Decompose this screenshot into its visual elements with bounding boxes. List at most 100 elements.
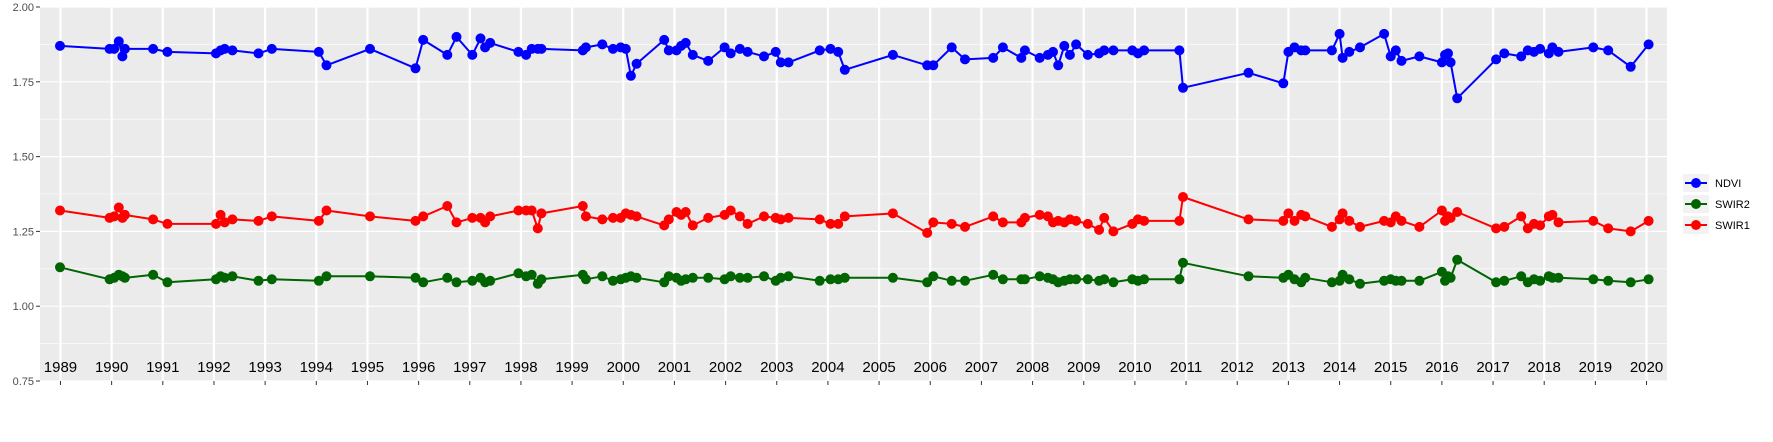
data-point (1516, 271, 1527, 282)
year-label: 2013 (1272, 359, 1305, 376)
data-point (410, 272, 421, 283)
data-point (928, 217, 939, 228)
year-label: 2011 (1170, 359, 1202, 376)
data-point (597, 271, 608, 282)
data-point (1243, 271, 1254, 282)
data-point (734, 211, 745, 222)
data-point (1499, 48, 1510, 59)
data-point (608, 212, 618, 223)
data-point (703, 272, 714, 283)
data-point (1499, 275, 1510, 286)
data-point (1588, 215, 1599, 226)
data-point (1643, 39, 1654, 50)
year-label: 2002 (709, 359, 742, 376)
data-point (467, 212, 478, 223)
year-label: 1991 (146, 359, 179, 376)
data-point (513, 46, 524, 57)
data-point (109, 43, 120, 54)
series-swir1 (55, 192, 1654, 238)
year-label: 2019 (1579, 359, 1612, 376)
data-point (1071, 39, 1082, 50)
data-point (321, 205, 332, 216)
data-point (418, 277, 429, 288)
data-point (365, 211, 375, 222)
data-point (1625, 61, 1636, 72)
data-point (759, 211, 769, 222)
data-point (219, 217, 230, 228)
data-point (659, 34, 670, 45)
data-point (1535, 275, 1546, 286)
y-axis: 0.75 1.00 1.25 1.50 1.75 2.00 (13, 2, 40, 388)
data-point (687, 49, 698, 60)
data-point (526, 269, 537, 280)
data-point (608, 43, 618, 54)
legend-label: SWIR1 (1715, 220, 1750, 232)
year-label: 2010 (1118, 359, 1151, 376)
data-point (1108, 45, 1119, 56)
data-point (1445, 272, 1456, 283)
data-point (1099, 274, 1110, 285)
data-point (1344, 274, 1355, 285)
y-tick-label: 1.50 (13, 152, 34, 164)
data-point (833, 218, 844, 229)
data-point (946, 275, 957, 286)
data-point (219, 43, 230, 54)
data-point (113, 202, 124, 213)
data-point (742, 272, 753, 283)
data-point (1283, 208, 1294, 219)
data-point (219, 272, 230, 283)
data-point (825, 274, 836, 285)
data-point (725, 205, 736, 216)
year-label: 2005 (862, 359, 895, 376)
data-point (946, 218, 957, 229)
data-point (513, 268, 524, 279)
year-label: 2012 (1221, 359, 1254, 376)
data-point (119, 209, 130, 220)
data-point (451, 31, 462, 42)
data-point (663, 45, 674, 56)
data-point (1174, 215, 1185, 226)
data-point (1337, 52, 1348, 63)
data-point (1396, 215, 1407, 226)
data-point (833, 46, 844, 57)
data-point (1603, 45, 1614, 56)
data-point (1326, 277, 1337, 288)
data-point (783, 212, 794, 223)
data-point (825, 43, 836, 54)
year-label: 2001 (658, 359, 691, 376)
series-layer (55, 28, 1654, 289)
data-point (1174, 274, 1185, 285)
data-point (1588, 274, 1599, 285)
data-point (759, 271, 769, 282)
data-point (321, 60, 332, 71)
data-point (680, 207, 691, 217)
data-point (922, 277, 933, 288)
minor-gridlines (40, 44, 1667, 344)
data-point (1034, 52, 1045, 63)
data-point (536, 208, 547, 219)
data-point (1082, 274, 1093, 285)
year-label: 2009 (1067, 359, 1100, 376)
data-point (1099, 45, 1110, 56)
data-point (485, 37, 496, 48)
data-point (162, 46, 173, 57)
data-point (1243, 67, 1254, 78)
data-point (775, 57, 786, 68)
data-point (1553, 272, 1564, 283)
data-point (814, 45, 825, 56)
data-point (960, 221, 970, 232)
data-point (1535, 43, 1546, 54)
y-tick-label: 0.75 (13, 376, 34, 388)
data-point (55, 40, 65, 51)
data-point (580, 274, 591, 285)
year-label: 2018 (1528, 359, 1561, 376)
data-point (742, 46, 753, 57)
data-point (783, 57, 794, 68)
legend-marker (1691, 178, 1701, 188)
data-point (1071, 274, 1082, 285)
data-point (960, 54, 970, 65)
data-point (211, 218, 221, 229)
data-point (442, 272, 453, 283)
data-point (1588, 42, 1599, 53)
